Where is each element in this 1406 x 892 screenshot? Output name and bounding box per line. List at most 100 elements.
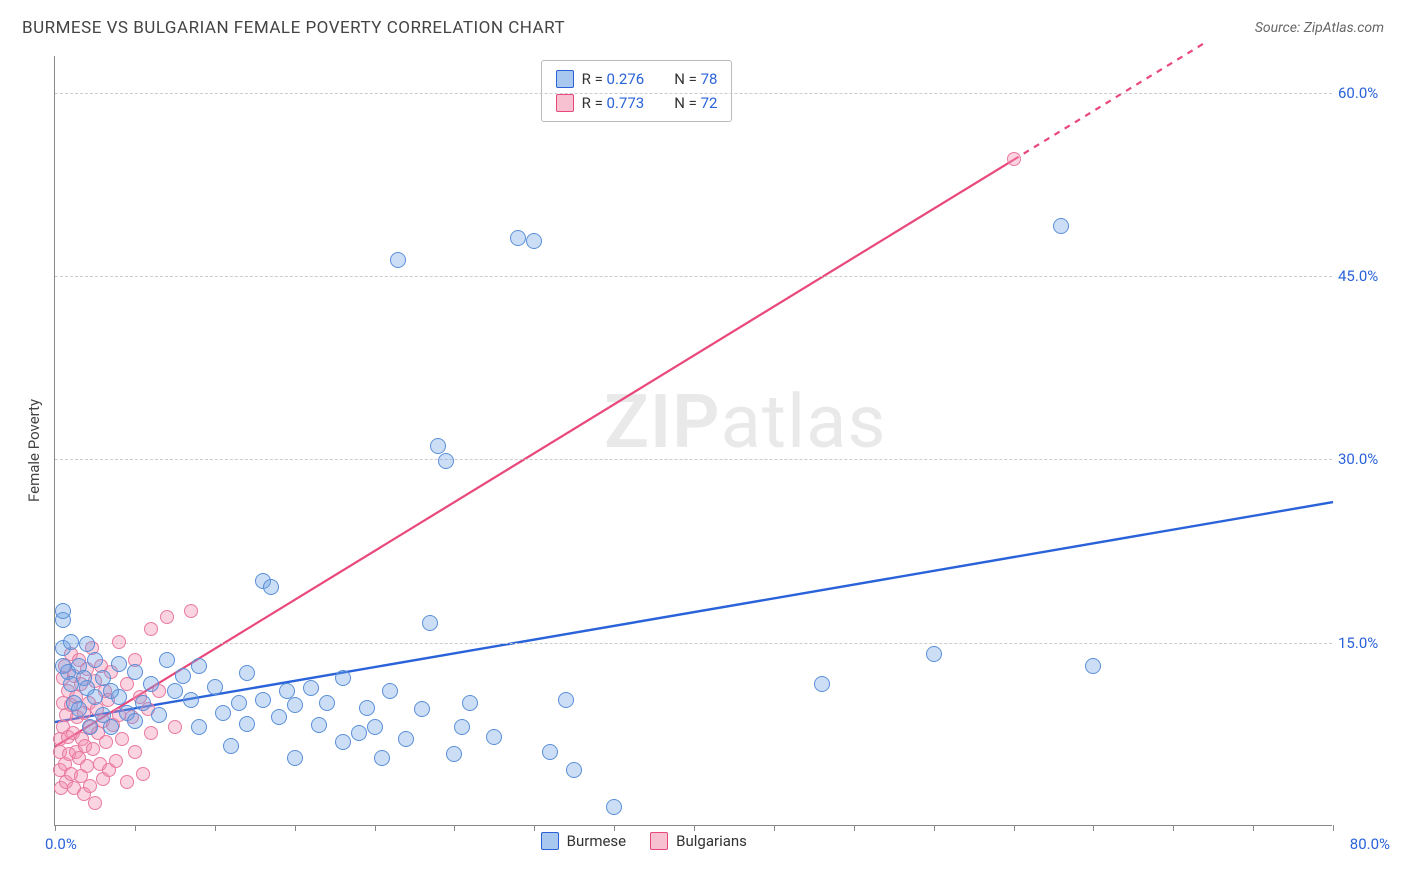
- legend-series-label: Burmese: [567, 829, 627, 853]
- scatter-point-burmese: [606, 799, 622, 815]
- scatter-point-bulgarians: [168, 720, 182, 734]
- y-axis-label: Female Poverty: [25, 399, 43, 502]
- scatter-point-burmese: [175, 668, 191, 684]
- gridline-h: [55, 643, 1332, 644]
- x-tick-mark: [1093, 825, 1094, 831]
- scatter-point-burmese: [111, 689, 127, 705]
- scatter-point-burmese: [566, 762, 582, 778]
- scatter-point-burmese: [183, 692, 199, 708]
- legend-n-label: N = 78: [674, 67, 717, 91]
- scatter-point-burmese: [558, 692, 574, 708]
- scatter-point-burmese: [231, 695, 247, 711]
- gridline-h: [55, 459, 1332, 460]
- legend-r-label: R = 0.773: [582, 91, 645, 115]
- scatter-point-burmese: [438, 453, 454, 469]
- scatter-point-burmese: [374, 750, 390, 766]
- scatter-point-bulgarians: [83, 779, 97, 793]
- legend-swatch: [650, 832, 668, 850]
- scatter-point-bulgarians: [86, 742, 100, 756]
- x-tick-mark: [774, 825, 775, 831]
- legend-series-label: Bulgarians: [676, 829, 747, 853]
- scatter-point-burmese: [239, 716, 255, 732]
- scatter-point-burmese: [430, 438, 446, 454]
- scatter-point-burmese: [87, 652, 103, 668]
- scatter-point-burmese: [367, 719, 383, 735]
- x-tick-mark: [295, 825, 296, 831]
- legend-series-item: Burmese: [541, 829, 627, 853]
- x-tick-mark: [614, 825, 615, 831]
- scatter-point-burmese: [127, 713, 143, 729]
- legend-series-item: Bulgarians: [650, 829, 747, 853]
- scatter-point-burmese: [382, 683, 398, 699]
- scatter-point-burmese: [422, 615, 438, 631]
- legend-swatch: [541, 832, 559, 850]
- scatter-point-burmese: [151, 707, 167, 723]
- scatter-point-burmese: [87, 689, 103, 705]
- title-bar: BURMESE VS BULGARIAN FEMALE POVERTY CORR…: [22, 18, 1384, 38]
- scatter-point-burmese: [1053, 218, 1069, 234]
- x-max-label: 80.0%: [1334, 835, 1390, 853]
- scatter-point-burmese: [542, 744, 558, 760]
- scatter-point-burmese: [287, 750, 303, 766]
- scatter-point-burmese: [215, 705, 231, 721]
- scatter-point-bulgarians: [136, 767, 150, 781]
- scatter-point-burmese: [398, 731, 414, 747]
- scatter-point-burmese: [510, 230, 526, 246]
- y-tick-label: 60.0%: [1338, 84, 1398, 102]
- x-tick-mark: [454, 825, 455, 831]
- x-tick-mark: [934, 825, 935, 831]
- scatter-point-burmese: [279, 683, 295, 699]
- gridline-h: [55, 276, 1332, 277]
- scatter-point-burmese: [159, 652, 175, 668]
- legend-r-label: R = 0.276: [582, 67, 645, 91]
- legend-swatch: [556, 94, 574, 112]
- scatter-point-burmese: [414, 701, 430, 717]
- x-origin-label: 0.0%: [45, 835, 77, 853]
- scatter-point-bulgarians: [88, 796, 102, 810]
- x-tick-mark: [694, 825, 695, 831]
- scatter-point-burmese: [71, 701, 87, 717]
- scatter-point-burmese: [359, 700, 375, 716]
- x-tick-mark: [375, 825, 376, 831]
- scatter-point-burmese: [191, 658, 207, 674]
- scatter-point-burmese: [82, 719, 98, 735]
- scatter-point-burmese: [335, 734, 351, 750]
- scatter-point-burmese: [255, 692, 271, 708]
- legend-n-label: N = 72: [674, 91, 717, 115]
- scatter-point-burmese: [311, 717, 327, 733]
- scatter-point-bulgarians: [128, 745, 142, 759]
- scatter-point-bulgarians: [160, 610, 174, 624]
- scatter-point-burmese: [63, 634, 79, 650]
- scatter-point-burmese: [454, 719, 470, 735]
- scatter-point-burmese: [926, 646, 942, 662]
- scatter-point-burmese: [239, 665, 255, 681]
- scatter-point-burmese: [351, 725, 367, 741]
- scatter-point-bulgarians: [1007, 152, 1021, 166]
- scatter-point-burmese: [335, 670, 351, 686]
- x-tick-mark: [1014, 825, 1015, 831]
- x-tick-mark: [135, 825, 136, 831]
- scatter-point-burmese: [526, 233, 542, 249]
- plot-area: ZIPatlas Female Poverty 0.0% 80.0% R = 0…: [54, 56, 1332, 826]
- scatter-point-burmese: [191, 719, 207, 735]
- scatter-point-bulgarians: [144, 726, 158, 740]
- scatter-point-burmese: [462, 695, 478, 711]
- y-tick-label: 15.0%: [1338, 634, 1398, 652]
- chart-title: BURMESE VS BULGARIAN FEMALE POVERTY CORR…: [22, 18, 565, 38]
- x-tick-mark: [55, 825, 56, 831]
- scatter-point-burmese: [127, 664, 143, 680]
- scatter-point-burmese: [319, 695, 335, 711]
- scatter-point-bulgarians: [144, 622, 158, 636]
- scatter-point-burmese: [103, 719, 119, 735]
- x-tick-mark: [215, 825, 216, 831]
- scatter-point-burmese: [271, 709, 287, 725]
- correlation-legend: R = 0.276 N = 78 R = 0.773 N = 72: [541, 60, 733, 122]
- legend-stat-row: R = 0.276 N = 78: [556, 67, 718, 91]
- scatter-point-burmese: [207, 679, 223, 695]
- x-tick-mark: [854, 825, 855, 831]
- gridline-h: [55, 93, 1332, 94]
- scatter-point-burmese: [223, 738, 239, 754]
- x-tick-mark: [1173, 825, 1174, 831]
- scatter-point-bulgarians: [112, 635, 126, 649]
- scatter-point-burmese: [1085, 658, 1101, 674]
